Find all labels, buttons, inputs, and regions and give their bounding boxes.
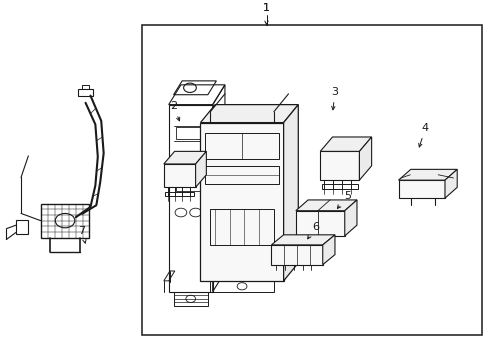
Polygon shape bbox=[271, 245, 322, 265]
Polygon shape bbox=[320, 137, 371, 151]
Polygon shape bbox=[163, 164, 195, 187]
Text: 1: 1 bbox=[263, 3, 269, 13]
Polygon shape bbox=[295, 211, 344, 236]
Text: 3: 3 bbox=[331, 87, 338, 110]
Text: 7: 7 bbox=[79, 226, 86, 243]
Polygon shape bbox=[163, 151, 206, 164]
Polygon shape bbox=[444, 169, 456, 198]
Polygon shape bbox=[295, 200, 356, 211]
Polygon shape bbox=[200, 105, 298, 123]
Polygon shape bbox=[271, 235, 334, 245]
Polygon shape bbox=[322, 235, 334, 265]
Text: 6: 6 bbox=[307, 222, 318, 239]
Polygon shape bbox=[200, 123, 283, 281]
Polygon shape bbox=[195, 151, 206, 187]
Text: 4: 4 bbox=[418, 123, 428, 147]
Polygon shape bbox=[398, 180, 444, 198]
Polygon shape bbox=[344, 200, 356, 236]
Text: 2: 2 bbox=[170, 102, 180, 121]
Polygon shape bbox=[283, 105, 298, 281]
Text: 5: 5 bbox=[337, 191, 350, 208]
Text: 1: 1 bbox=[263, 3, 269, 13]
Polygon shape bbox=[320, 151, 359, 180]
Polygon shape bbox=[359, 137, 371, 180]
Polygon shape bbox=[398, 169, 456, 180]
